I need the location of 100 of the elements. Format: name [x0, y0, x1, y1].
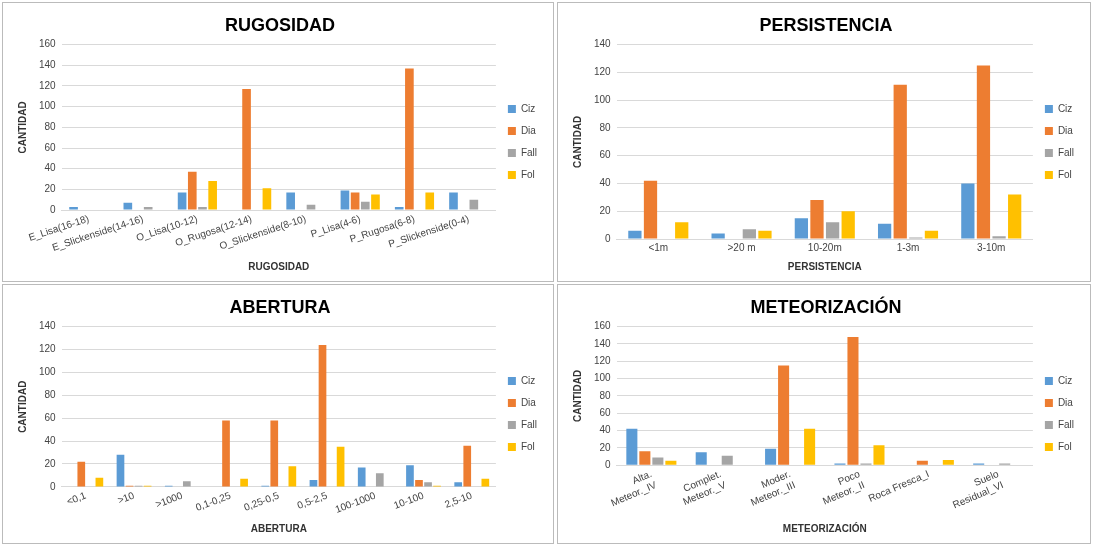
legend-label: Dia: [520, 396, 537, 408]
chart-title: ABERTURA: [229, 296, 331, 317]
y-axis-title: CANTIDAD: [571, 115, 583, 168]
bar: [639, 451, 651, 465]
bar: [652, 457, 664, 465]
y-tick-label: 120: [594, 66, 612, 78]
y-tick-label: 80: [44, 121, 57, 133]
bar: [143, 206, 153, 210]
bar: [675, 222, 689, 239]
y-tick-label: 100: [39, 100, 57, 112]
bar: [77, 461, 86, 487]
legend-label: Dia: [520, 124, 537, 136]
bar: [742, 229, 756, 239]
bar: [318, 344, 327, 487]
bar: [262, 188, 272, 210]
chart-title: METEORIZACIÓN: [750, 295, 902, 317]
bar: [758, 230, 772, 239]
bar: [222, 420, 230, 487]
legend-label: Dia: [1057, 124, 1074, 136]
bar: [425, 192, 435, 210]
legend-label: Fol: [1057, 168, 1072, 180]
bar: [992, 236, 1006, 239]
bar: [765, 448, 777, 465]
y-tick-label: 100: [594, 372, 612, 384]
bar: [778, 365, 790, 465]
bar: [916, 460, 928, 465]
bar: [665, 460, 677, 465]
y-tick-label: 0: [605, 458, 612, 470]
y-tick-label: 20: [599, 204, 612, 216]
bar: [357, 467, 366, 487]
y-tick-label: 140: [39, 59, 57, 71]
y-tick-label: 120: [39, 79, 57, 91]
bar: [893, 84, 907, 239]
bar: [182, 481, 191, 487]
bar: [123, 202, 133, 210]
bar: [463, 445, 472, 487]
bar: [711, 233, 725, 239]
chart-title: PERSISTENCIA: [759, 14, 893, 35]
bar: [360, 201, 370, 210]
bar: [424, 482, 432, 487]
bar: [449, 192, 458, 210]
bar: [187, 171, 197, 210]
y-tick-label: 20: [44, 183, 57, 195]
y-tick-label: 60: [44, 141, 57, 153]
x-tick-label: 10-100: [392, 489, 426, 511]
x-tick-label: >1000: [153, 489, 185, 510]
y-tick-label: 0: [50, 203, 57, 215]
y-tick-label: 0: [50, 480, 57, 492]
bar: [628, 230, 642, 239]
y-tick-label: 120: [594, 355, 612, 366]
y-tick-label: 20: [599, 441, 612, 453]
legend-label: Fall: [1057, 146, 1075, 158]
bar: [286, 192, 295, 210]
bar: [405, 68, 414, 210]
bar: [69, 206, 78, 210]
x-tick-label: 10-20m: [807, 241, 842, 253]
x-tick-label: 2,5-10: [443, 489, 474, 510]
y-tick-label: 160: [594, 320, 612, 332]
y-tick-label: 40: [44, 434, 57, 446]
y-axis-title: CANTIDAD: [571, 369, 583, 422]
legend-label: Fall: [520, 418, 538, 430]
y-tick-label: 40: [599, 424, 612, 436]
legend-label: Fol: [520, 440, 535, 452]
bar: [406, 465, 414, 487]
bar: [961, 183, 975, 239]
y-tick-label: 40: [599, 177, 612, 189]
legend-label: Fol: [520, 168, 535, 180]
bar: [415, 480, 423, 487]
bar: [481, 478, 490, 487]
bar: [240, 478, 248, 487]
y-tick-label: 40: [44, 162, 57, 174]
y-tick-label: 160: [39, 38, 57, 50]
bar: [643, 180, 658, 239]
x-tick-label: 3-10m: [977, 241, 1006, 253]
x-axis-title: PERSISTENCIA: [787, 260, 862, 272]
x-axis-title: ABERTURA: [250, 522, 307, 534]
bar: [877, 223, 892, 239]
legend-label: Fall: [1057, 418, 1075, 430]
bar: [177, 192, 187, 210]
bar: [394, 206, 404, 210]
x-tick-label: <1m: [648, 241, 669, 253]
legend-label: Ciz: [520, 374, 536, 386]
bar: [208, 181, 217, 210]
legend-label: Fall: [520, 146, 538, 158]
bar: [695, 452, 707, 465]
bar: [306, 204, 316, 210]
x-tick-label: >10: [115, 489, 137, 506]
y-tick-label: 80: [44, 389, 57, 401]
bar: [721, 455, 733, 465]
y-tick-label: 0: [605, 232, 612, 244]
bar: [371, 194, 380, 210]
y-tick-label: 80: [599, 389, 612, 401]
legend-label: Dia: [1057, 396, 1074, 408]
x-tick-label: >20 m: [727, 241, 756, 253]
y-tick-label: 100: [39, 366, 57, 378]
bar: [242, 89, 251, 210]
bar: [454, 482, 463, 487]
legend-label: Fol: [1057, 440, 1072, 452]
chart-title: RUGOSIDAD: [224, 14, 336, 35]
bar: [976, 65, 991, 239]
